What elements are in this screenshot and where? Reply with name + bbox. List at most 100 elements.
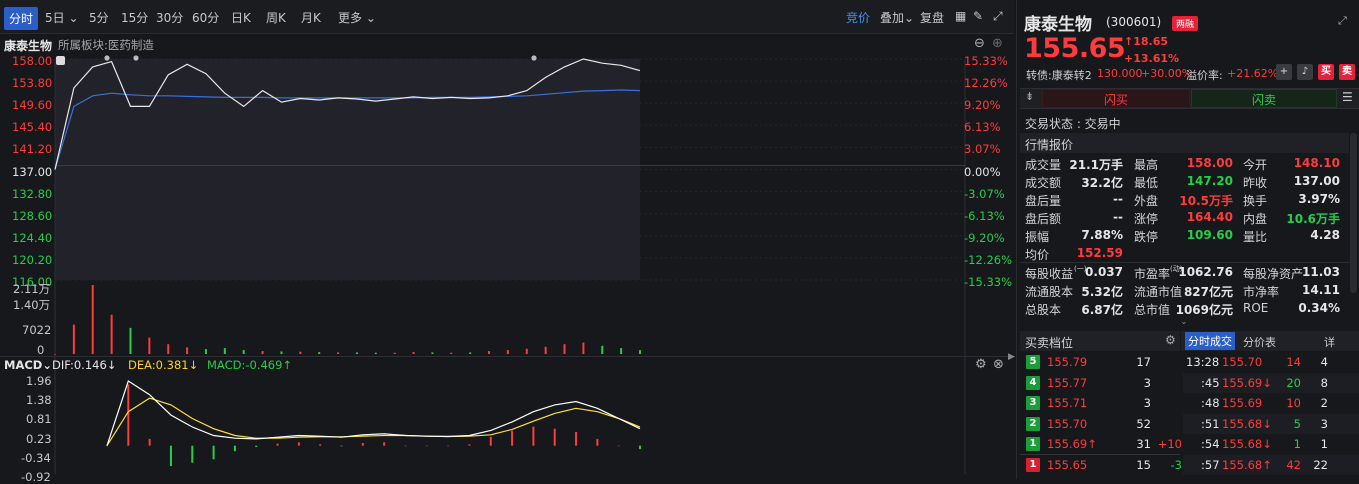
quote-field-value: 148.10 bbox=[1293, 156, 1340, 170]
detail-button[interactable]: 详 bbox=[1324, 336, 1335, 349]
gear-icon[interactable]: ⚙ bbox=[1165, 333, 1176, 347]
quote-field-value: 7.88% bbox=[1081, 228, 1123, 242]
tick-time: :51 bbox=[1201, 416, 1220, 431]
pen-icon[interactable]: ✎ bbox=[973, 9, 984, 23]
order-volume[interactable]: 17 bbox=[1136, 355, 1151, 369]
quote-section-title: 行情报价 bbox=[1025, 138, 1074, 152]
tab-5day[interactable]: 5日 ⌄ bbox=[45, 11, 79, 25]
expand-icon[interactable]: ⤢ bbox=[993, 9, 1003, 23]
tick-volume: 42 bbox=[1286, 457, 1301, 472]
order-delta[interactable]: +10 bbox=[1157, 437, 1182, 451]
quote-field-value: 158.00 bbox=[1186, 156, 1233, 170]
tab-tick-trades[interactable]: 分时成交 bbox=[1185, 332, 1235, 350]
order-volume[interactable]: 3 bbox=[1143, 396, 1151, 410]
add-icon[interactable]: + bbox=[1276, 64, 1292, 80]
volume-tick-label: 0 bbox=[37, 343, 45, 357]
fundamental-label: 市净率 bbox=[1243, 285, 1280, 299]
tick-volume: 10 bbox=[1286, 396, 1301, 410]
volume-bar bbox=[186, 347, 189, 354]
tab-30min[interactable]: 30分 bbox=[156, 11, 184, 25]
fundamental-label: 每股净资产 bbox=[1243, 267, 1304, 281]
price-plot-bg bbox=[55, 59, 640, 280]
menu-icon[interactable]: ☰ bbox=[1342, 90, 1353, 104]
tab-intraday[interactable]: 分时 bbox=[4, 7, 39, 30]
flash-sell-button[interactable] bbox=[1191, 89, 1337, 108]
order-volume[interactable]: 3 bbox=[1143, 375, 1151, 390]
flash-sell-label: 闪卖 bbox=[1252, 93, 1277, 107]
tab-5min[interactable]: 5分 bbox=[89, 11, 109, 25]
collapse-arrow-icon[interactable]: ▶ bbox=[1008, 352, 1015, 362]
volume-bar bbox=[450, 352, 453, 354]
tab-price-table[interactable]: 分价表 bbox=[1243, 336, 1276, 349]
grid-icon[interactable]: ▦ bbox=[955, 9, 967, 23]
quote-field-value: 10.6万手 bbox=[1286, 212, 1340, 226]
quote-field-label: 昨收 bbox=[1243, 176, 1268, 190]
macd-indicator-name[interactable]: MACD⌄ bbox=[4, 358, 52, 372]
flash-buy-button[interactable] bbox=[1042, 89, 1190, 108]
dropdown-icon[interactable]: ⇟ bbox=[1025, 90, 1035, 103]
scrollbar[interactable] bbox=[1350, 133, 1357, 293]
close-circle-icon[interactable]: ⊗ bbox=[993, 357, 1004, 372]
intraday-chart[interactable] bbox=[0, 34, 1014, 479]
percent-tick-label: 0.00% bbox=[964, 164, 1001, 179]
convertible-pct: +30.00% bbox=[1141, 67, 1193, 80]
bidding-button[interactable]: 竞价 bbox=[846, 11, 871, 25]
chevron-down-icon: ⌄ bbox=[68, 11, 79, 25]
order-price[interactable]: 155.71 bbox=[1047, 396, 1088, 410]
sell-button[interactable]: 卖 bbox=[1339, 64, 1355, 80]
chart-sector: 所属板块:医药制造 bbox=[58, 38, 154, 52]
tab-60min[interactable]: 60分 bbox=[192, 11, 220, 25]
order-price[interactable]: 155.79 bbox=[1047, 355, 1088, 369]
order-price[interactable]: 155.70 bbox=[1047, 416, 1088, 431]
order-level-badge: 1 bbox=[1026, 457, 1040, 472]
volume-bar bbox=[129, 327, 132, 354]
tick-volume: 14 bbox=[1286, 355, 1301, 369]
order-volume[interactable]: 31 bbox=[1136, 437, 1151, 451]
order-price[interactable]: 155.69↑ bbox=[1047, 437, 1097, 451]
quote-field-value: 4.28 bbox=[1310, 228, 1340, 242]
tab-month-k[interactable]: 月K bbox=[301, 11, 321, 25]
order-volume[interactable]: 15 bbox=[1136, 457, 1151, 472]
macd-tick-label: 0.23 bbox=[26, 431, 52, 446]
macd-value: MACD:-0.469↑ bbox=[207, 358, 293, 372]
macd-divider bbox=[0, 356, 1014, 357]
volume-bar bbox=[318, 352, 321, 354]
buy-button[interactable]: 买 bbox=[1318, 64, 1334, 80]
price-change-pct: +13.61% bbox=[1124, 52, 1180, 65]
order-price[interactable]: 155.65 bbox=[1047, 457, 1088, 472]
percent-tick-label: -6.13% bbox=[964, 208, 1005, 223]
tab-week-k[interactable]: 周K bbox=[266, 11, 286, 25]
volume-bar bbox=[261, 351, 264, 354]
macd-histogram-bar bbox=[255, 445, 258, 448]
tab-15min[interactable]: 15分 bbox=[121, 11, 149, 25]
plus-circle-icon[interactable]: ⊕ bbox=[992, 36, 1003, 51]
order-volume[interactable]: 52 bbox=[1136, 416, 1151, 431]
tick-price: 155.70 bbox=[1222, 355, 1263, 369]
expand-icon[interactable]: ⤢ bbox=[1338, 14, 1347, 27]
order-delta[interactable]: -3 bbox=[1170, 457, 1182, 472]
fundamental-label: 总市值 bbox=[1134, 303, 1171, 317]
macd-histogram-bar bbox=[468, 444, 471, 446]
macd-histogram-bar bbox=[575, 432, 578, 446]
tab-more[interactable]: 更多 ⌄ bbox=[338, 11, 376, 25]
order-price[interactable]: 155.77 bbox=[1047, 375, 1088, 390]
tick-row bbox=[1183, 454, 1359, 475]
overlay-button[interactable]: 叠加⌄ bbox=[880, 11, 915, 25]
tick-price: 155.68↓ bbox=[1222, 437, 1272, 451]
restore-button[interactable]: 复盘 bbox=[920, 11, 945, 25]
volume-bar bbox=[72, 324, 75, 354]
price-line bbox=[54, 58, 641, 170]
convertible-bond-label[interactable]: 转债:康泰转2 bbox=[1026, 69, 1092, 82]
quote-field-label: 盘后额 bbox=[1025, 212, 1062, 226]
chevron-down-icon[interactable]: ⌄ bbox=[1180, 317, 1188, 327]
minus-circle-icon[interactable]: ⊖ bbox=[974, 36, 985, 51]
percent-tick-label: -9.20% bbox=[964, 230, 1005, 245]
bell-icon[interactable]: ♪ bbox=[1297, 64, 1313, 80]
price-tick-label: 120.20 bbox=[12, 252, 53, 267]
tab-day-k[interactable]: 日K bbox=[231, 11, 251, 25]
gear-icon[interactable]: ⚙ bbox=[975, 357, 987, 372]
quote-field-value: 21.1万手 bbox=[1069, 158, 1123, 172]
volume-tick-label: 1.40万 bbox=[13, 298, 51, 312]
current-price: 155.65 bbox=[1024, 33, 1126, 64]
chart-stock-name: 康泰生物 bbox=[4, 39, 53, 53]
